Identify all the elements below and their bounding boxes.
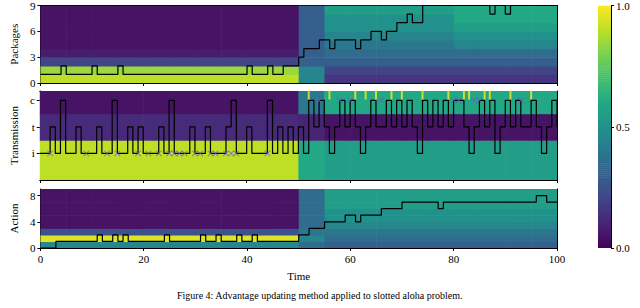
svg-text:0.0: 0.0 (616, 242, 630, 254)
svg-text:Transmission: Transmission (8, 106, 20, 165)
svg-text:20: 20 (138, 253, 150, 265)
svg-text:0: 0 (38, 253, 44, 265)
svg-text:Packages: Packages (8, 24, 20, 65)
svg-text:4: 4 (30, 216, 36, 228)
svg-text:40: 40 (242, 253, 254, 265)
svg-text:c: c (30, 94, 35, 106)
svg-text:Action: Action (8, 203, 20, 233)
svg-text:Figure 4: Advantage updating m: Figure 4: Advantage updating method appl… (177, 290, 463, 301)
svg-text:3: 3 (30, 51, 36, 63)
svg-text:60: 60 (345, 253, 357, 265)
svg-text:6: 6 (30, 25, 36, 37)
svg-text:9: 9 (30, 0, 36, 12)
svg-text:0: 0 (30, 242, 36, 254)
svg-text:0.5: 0.5 (616, 121, 630, 133)
svg-text:t: t (32, 121, 35, 133)
svg-text:1.0: 1.0 (616, 0, 630, 12)
svg-text:100: 100 (549, 253, 566, 265)
svg-text:i: i (32, 147, 35, 159)
svg-text:80: 80 (448, 253, 460, 265)
svg-text:Time: Time (287, 270, 310, 282)
svg-text:0: 0 (30, 77, 36, 89)
svg-text:8: 8 (30, 190, 36, 202)
